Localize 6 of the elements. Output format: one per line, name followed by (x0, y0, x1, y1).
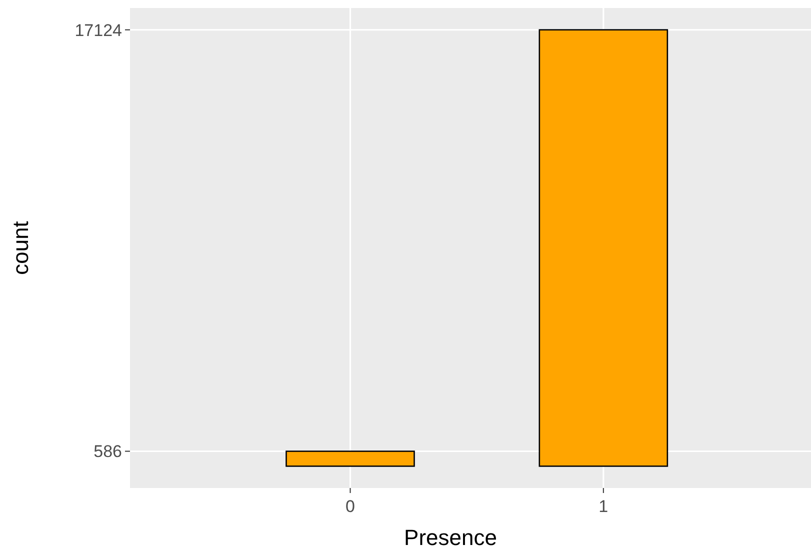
x-tick-label: 1 (598, 497, 608, 516)
x-tick-label: 0 (346, 497, 355, 516)
y-tick-label: 17124 (74, 20, 122, 40)
y-axis-title: count (8, 221, 33, 275)
x-axis-title: Presence (404, 525, 497, 549)
y-tick-label: 586 (94, 442, 122, 462)
